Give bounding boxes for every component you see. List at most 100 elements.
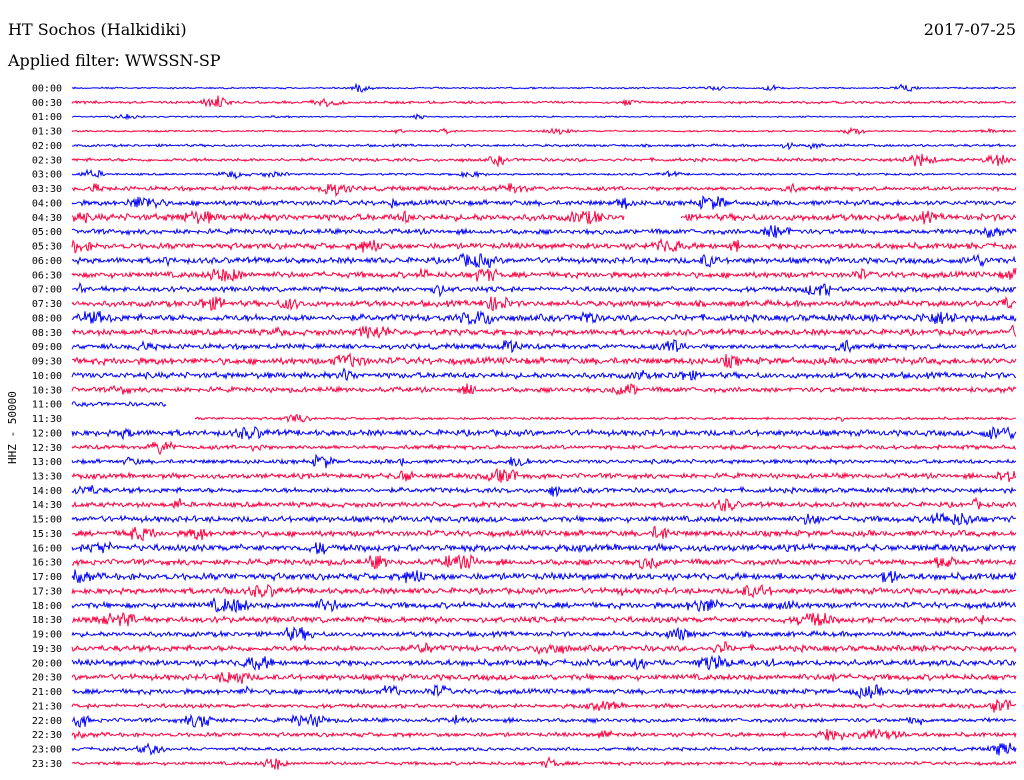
trace-line xyxy=(71,401,167,408)
time-tick-label: 06:00 xyxy=(32,256,62,267)
time-tick-label: 11:30 xyxy=(32,414,62,425)
trace-line xyxy=(71,113,1016,121)
time-tick-label: 13:30 xyxy=(32,471,62,482)
trace-line xyxy=(71,654,1017,671)
trace-line xyxy=(71,153,1017,168)
time-tick-label: 16:00 xyxy=(32,543,62,554)
time-tick-label: 04:30 xyxy=(32,213,62,224)
time-tick-label: 08:00 xyxy=(32,313,62,324)
trace-line xyxy=(71,141,1017,151)
filter-label: Applied filter: WWSSN-SP xyxy=(8,51,221,70)
time-tick-label: 23:30 xyxy=(32,759,62,770)
time-tick-label: 07:30 xyxy=(32,299,62,310)
time-tick-label: 04:00 xyxy=(32,198,62,209)
time-tick-label: 19:00 xyxy=(32,630,62,641)
trace-line xyxy=(194,413,1017,424)
trace-line xyxy=(71,596,1017,614)
time-tick-label: 23:00 xyxy=(32,745,62,756)
trace-line xyxy=(71,453,1017,469)
time-tick-label: 03:00 xyxy=(32,170,62,181)
time-tick-label: 12:30 xyxy=(32,443,62,454)
trace-line xyxy=(71,310,1017,326)
trace-line xyxy=(71,82,1017,93)
station-title: HT Sochos (Halkidiki) xyxy=(8,20,187,39)
time-tick-label: 09:30 xyxy=(32,357,62,368)
trace-line xyxy=(71,511,1016,526)
time-tick-label: 15:30 xyxy=(32,529,62,540)
trace-line xyxy=(71,383,1017,396)
trace-line xyxy=(71,485,1017,498)
trace-line xyxy=(71,194,1017,211)
time-tick-label: 00:30 xyxy=(32,98,62,109)
trace-line xyxy=(71,496,1017,512)
trace-line xyxy=(71,425,1017,441)
trace-line xyxy=(71,95,1017,108)
trace-line xyxy=(71,324,1017,340)
trace-line xyxy=(71,626,1017,641)
time-tick-label: 01:00 xyxy=(32,112,62,123)
trace-line xyxy=(71,540,1017,555)
time-tick-label: 16:30 xyxy=(32,558,62,569)
trace-line xyxy=(71,526,1017,542)
date-label: 2017-07-25 xyxy=(923,20,1016,39)
trace-line xyxy=(71,225,1017,239)
time-tick-label: 10:00 xyxy=(32,371,62,382)
time-tick-label: 17:00 xyxy=(32,572,62,583)
time-tick-label: 00:00 xyxy=(32,84,62,95)
trace-line xyxy=(71,339,1017,354)
trace-line xyxy=(71,612,1017,627)
trace-line xyxy=(71,553,1017,570)
trace-line xyxy=(71,209,1017,225)
time-tick-label: 18:00 xyxy=(32,601,62,612)
time-tick-label: 08:30 xyxy=(32,328,62,339)
trace-line xyxy=(71,168,1017,180)
time-tick-label: 20:30 xyxy=(32,673,62,684)
time-tick-label: 13:00 xyxy=(32,457,62,468)
trace-line xyxy=(71,182,1017,198)
trace-line xyxy=(71,295,1017,312)
time-tick-label: 02:00 xyxy=(32,141,62,152)
time-tick-label: 06:30 xyxy=(32,270,62,281)
trace-line xyxy=(71,467,1017,483)
trace-line xyxy=(71,671,1017,685)
trace-line xyxy=(71,367,1017,381)
trace-line xyxy=(71,252,1017,269)
trace-line xyxy=(72,684,1017,700)
time-tick-label: 12:00 xyxy=(32,428,62,439)
trace-line xyxy=(71,583,1017,599)
time-tick-label: 17:30 xyxy=(32,586,62,597)
time-tick-label: 01:30 xyxy=(32,127,62,138)
time-tick-label: 22:30 xyxy=(32,730,62,741)
trace-line xyxy=(71,237,1017,254)
time-tick-label: 05:00 xyxy=(32,227,62,238)
trace-line xyxy=(71,641,1017,656)
trace-line xyxy=(71,352,1017,369)
trace-line xyxy=(71,281,1017,298)
trace-line xyxy=(71,126,1017,136)
trace-line xyxy=(71,267,1017,282)
time-tick-label: 03:30 xyxy=(32,184,62,195)
time-tick-label: 11:00 xyxy=(32,400,62,411)
trace-line xyxy=(71,742,1017,756)
trace-line xyxy=(71,713,1017,728)
time-tick-label: 05:30 xyxy=(32,242,62,253)
time-tick-label: 14:30 xyxy=(32,500,62,511)
time-tick-label: 21:30 xyxy=(32,701,62,712)
trace-line xyxy=(71,440,1017,456)
time-tick-label: 15:00 xyxy=(32,515,62,526)
time-tick-label: 18:30 xyxy=(32,615,62,626)
time-tick-label: 02:30 xyxy=(32,155,62,166)
trace-line xyxy=(71,699,1017,713)
time-tick-label: 09:00 xyxy=(32,342,62,353)
time-tick-label: 21:00 xyxy=(32,687,62,698)
time-tick-label: 14:00 xyxy=(32,486,62,497)
trace-line xyxy=(71,755,1017,770)
time-tick-label: 19:30 xyxy=(32,644,62,655)
time-tick-label: 22:00 xyxy=(32,716,62,727)
trace-line xyxy=(71,569,1017,584)
time-tick-label: 20:00 xyxy=(32,658,62,669)
time-tick-label: 07:00 xyxy=(32,285,62,296)
time-tick-label: 10:30 xyxy=(32,385,62,396)
trace-line xyxy=(71,728,1017,742)
